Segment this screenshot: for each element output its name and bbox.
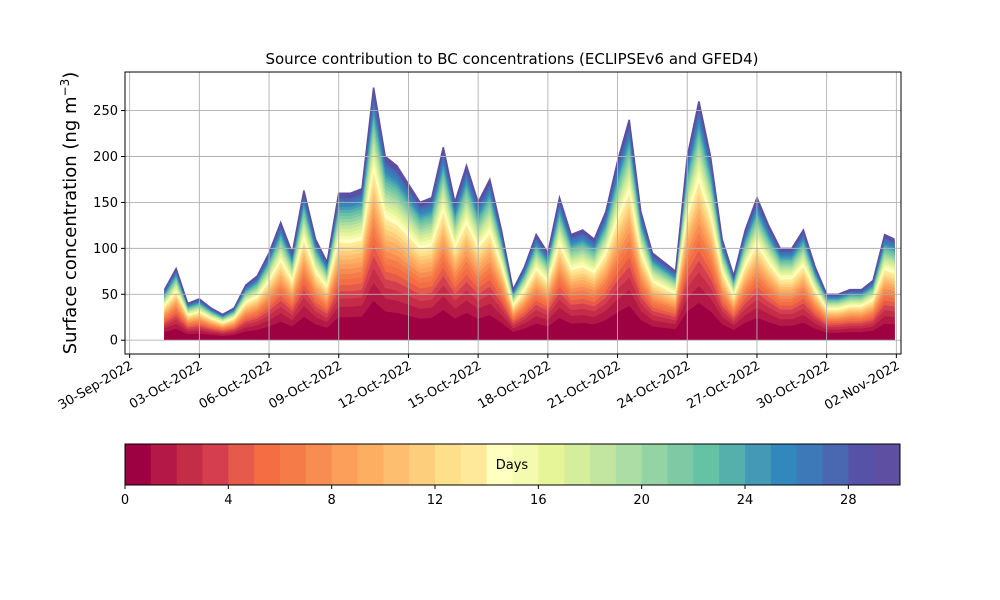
y-tick-label: 100 [93, 242, 118, 257]
colorbar-band [331, 444, 358, 485]
colorbar-band [486, 444, 513, 485]
colorbar-band [357, 444, 384, 485]
y-tick-label: 50 [101, 288, 118, 303]
colorbar-band [848, 444, 875, 485]
colorbar-tick-label: 8 [328, 493, 336, 508]
total-outline [163, 87, 895, 316]
x-tick-label: 02-Nov-2022 [822, 358, 902, 413]
colorbar-band [745, 444, 772, 485]
colorbar-band [280, 444, 307, 485]
colorbar-label: Days [496, 458, 529, 473]
colorbar-band [538, 444, 565, 485]
colorbar-band [409, 444, 436, 485]
x-tick-label: 18-Oct-2022 [475, 358, 553, 412]
x-tick-label: 06-Oct-2022 [197, 358, 275, 412]
y-axis: 0 50 100 150 200 250 [93, 104, 125, 349]
area-layer-day-0 [164, 300, 895, 341]
colorbar-band [822, 444, 849, 485]
colorbar-band [305, 444, 333, 485]
colorbar-band [202, 444, 229, 485]
colorbar-band [641, 444, 668, 485]
grid [125, 72, 901, 354]
stacked-areas [163, 87, 895, 341]
colorbar-band [796, 444, 823, 485]
x-tick-label: 03-Oct-2022 [127, 358, 205, 412]
colorbar-band [460, 444, 488, 485]
chart-title: Source contribution to BC concentrations… [265, 50, 758, 68]
x-axis: 30-Sep-202203-Oct-202206-Oct-202209-Oct-… [56, 354, 902, 413]
colorbar: Days 0 4 8 12 16 20 24 28 [121, 443, 901, 508]
colorbar-band [383, 444, 410, 485]
colorbar-band [615, 444, 643, 485]
y-tick-label: 0 [110, 334, 118, 349]
x-tick-label: 27-Oct-2022 [685, 358, 763, 412]
y-tick-label: 250 [93, 104, 118, 119]
colorbar-band [719, 444, 746, 485]
colorbar-band [435, 444, 462, 485]
y-tick-label: 200 [93, 150, 118, 165]
x-tick-label: 21-Oct-2022 [545, 358, 623, 412]
colorbar-frame [124, 443, 901, 486]
x-tick-label: 15-Oct-2022 [406, 358, 484, 412]
y-axis-label: Surface concentration (ng m−3) [58, 72, 81, 355]
colorbar-tick-label: 4 [224, 493, 232, 508]
colorbar-tick-label: 16 [530, 493, 547, 508]
colorbar-band [874, 444, 901, 485]
colorbar-ticks: 0 4 8 12 16 20 24 28 [121, 485, 857, 508]
x-tick-label: 30-Oct-2022 [754, 358, 832, 412]
plot-frame [124, 71, 902, 355]
colorbar-band [228, 444, 255, 485]
x-tick-label: 30-Sep-2022 [56, 358, 136, 413]
colorbar-tick-label: 20 [633, 493, 650, 508]
colorbar-tick-label: 28 [840, 493, 857, 508]
colorbar-band [254, 444, 281, 485]
x-tick-label: 09-Oct-2022 [266, 358, 344, 412]
colorbar-band [512, 444, 539, 485]
colorbar-band [150, 444, 178, 485]
colorbar-band [770, 444, 798, 485]
colorbar-tick-label: 0 [121, 493, 129, 508]
colorbar-band [125, 444, 152, 485]
x-tick-label: 12-Oct-2022 [336, 358, 414, 412]
y-tick-label: 150 [93, 196, 118, 211]
colorbar-band [176, 444, 203, 485]
colorbar-band [667, 444, 694, 485]
colorbar-tick-label: 12 [427, 493, 444, 508]
plot-area [124, 71, 902, 355]
colorbar-tick-label: 24 [737, 493, 754, 508]
colorbar-band [564, 444, 591, 485]
x-tick-label: 24-Oct-2022 [615, 358, 693, 412]
colorbar-band [693, 444, 720, 485]
colorbar-bands [125, 444, 901, 485]
colorbar-band [590, 444, 617, 485]
